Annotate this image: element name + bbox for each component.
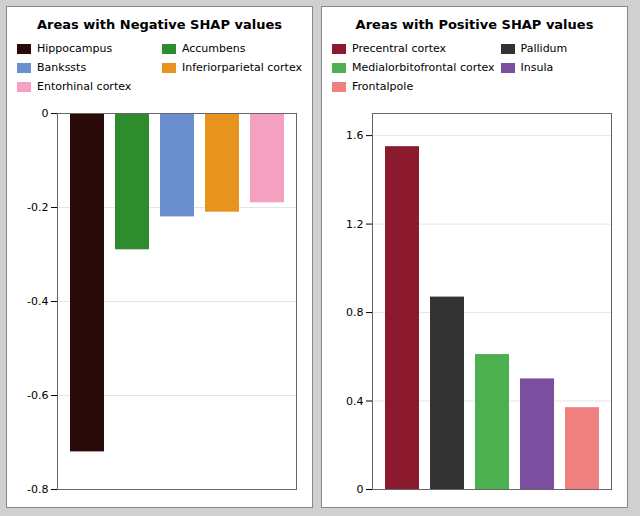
html-text:Bankssts: Bankssts: [37, 61, 87, 74]
html-text:Hippocampus: Hippocampus: [37, 42, 113, 55]
html-text:Frontalpole: Frontalpole: [352, 80, 414, 93]
svg-text:0.4: 0.4: [346, 395, 364, 408]
svg-text:0: 0: [357, 483, 364, 496]
html-text:Medialorbitofrontal cortex: Medialorbitofrontal cortex: [352, 61, 495, 74]
html-text:Accumbens: Accumbens: [181, 42, 246, 55]
svg-text:-0.6: -0.6: [27, 389, 48, 402]
html-text:Pallidum: Pallidum: [520, 42, 568, 55]
html-text:Areas with Negative SHAP value: Areas with Negative SHAP values: [37, 17, 282, 32]
html-text:Entorhinal cortex: Entorhinal cortex: [37, 80, 132, 93]
svg-text:-0.8: -0.8: [27, 483, 48, 496]
svg-text:0.8: 0.8: [346, 306, 364, 319]
html-text:Precentral cortex: Precentral cortex: [352, 42, 447, 55]
svg-text:1.6: 1.6: [346, 129, 364, 142]
svg-text:1.2: 1.2: [346, 218, 364, 231]
html-text:Areas with Positive SHAP value: Areas with Positive SHAP values: [355, 17, 594, 32]
svg-text:0: 0: [42, 107, 49, 120]
svg-text:-0.4: -0.4: [27, 295, 48, 308]
html-text:Inferiorparietal cortex: Inferiorparietal cortex: [181, 61, 302, 74]
html-text:Insula: Insula: [520, 61, 554, 74]
svg-text:-0.2: -0.2: [27, 201, 48, 214]
